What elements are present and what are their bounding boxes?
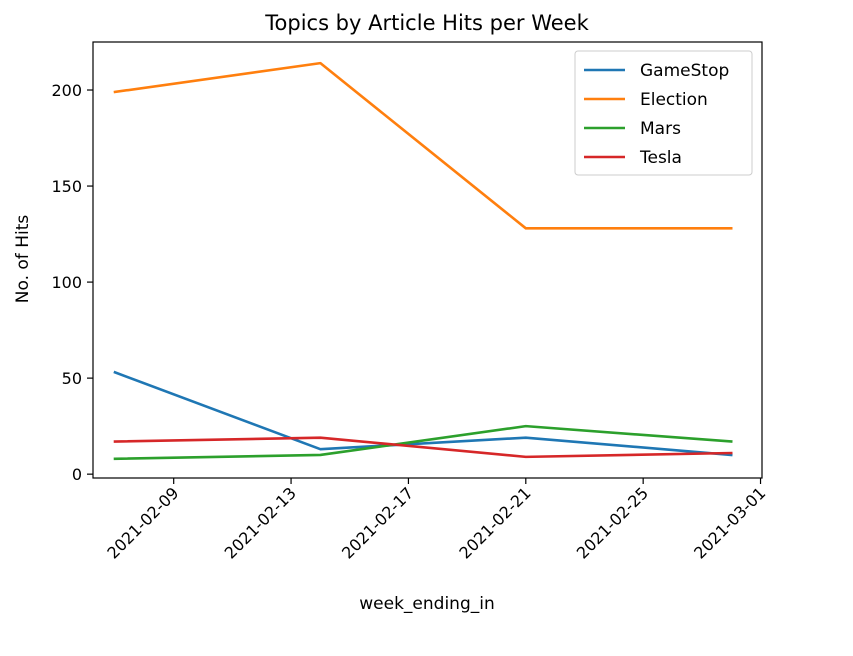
- series-line-mars: [113, 424, 733, 461]
- x-tick-label: 2021-03-01: [690, 483, 769, 562]
- axes-frame: [92, 41, 763, 479]
- x-axis-label: week_ending_in: [359, 594, 494, 614]
- series-line-election: [113, 61, 733, 230]
- x-tick-label: 2021-02-21: [455, 483, 534, 562]
- x-tick-label: 2021-02-17: [338, 483, 417, 562]
- legend-label-mars: Mars: [640, 119, 681, 139]
- legend: GameStop Election Mars Tesla: [574, 50, 753, 176]
- legend-label-gamestop: GameStop: [640, 61, 729, 81]
- y-tick-label: 150: [51, 177, 82, 196]
- series-line-gamestop: [113, 370, 733, 457]
- series-line-tesla: [113, 436, 733, 459]
- x-tick-label: 2021-02-09: [103, 483, 182, 562]
- x-tick-label: 2021-02-13: [221, 483, 300, 562]
- y-axis-label: No. of Hits: [13, 215, 33, 304]
- y-tick-label: 50: [62, 369, 82, 388]
- x-tick-label: 2021-02-25: [573, 483, 652, 562]
- y-tick-label: 0: [72, 465, 82, 484]
- legend-label-election: Election: [640, 90, 708, 110]
- y-tick-label: 100: [51, 273, 82, 292]
- legend-box: [574, 50, 753, 176]
- chart-title: Topics by Article Hits per Week: [264, 11, 589, 35]
- y-tick-label: 200: [51, 81, 82, 100]
- legend-label-tesla: Tesla: [639, 148, 682, 168]
